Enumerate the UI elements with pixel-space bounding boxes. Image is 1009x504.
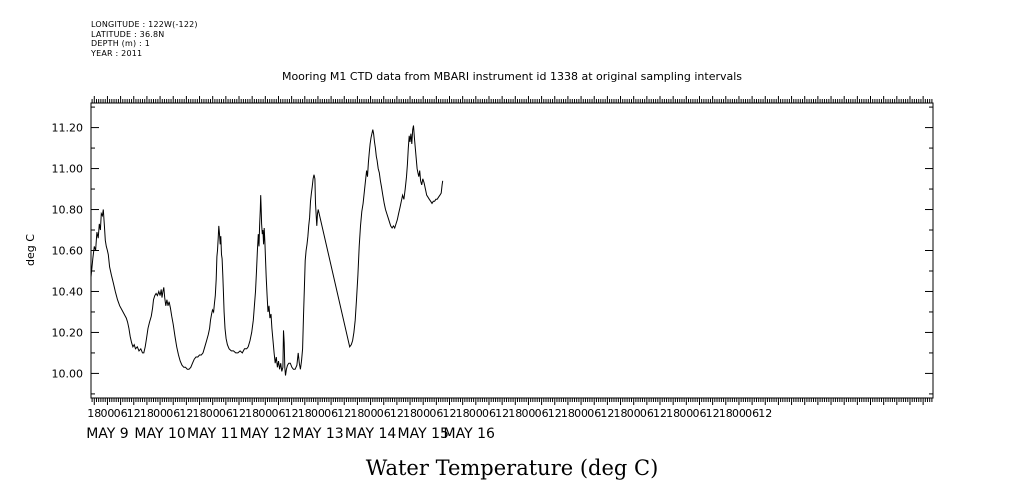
- x-hour-tick-label: 00: [206, 407, 220, 420]
- x-hour-tick-label: 06: [587, 407, 601, 420]
- x-hour-tick-label: 00: [679, 407, 693, 420]
- y-tick-label: 11.00: [52, 163, 84, 176]
- latitude-label: LATITUDE : 36.8N: [91, 29, 165, 39]
- y-tick-label: 10.00: [52, 367, 84, 380]
- x-hour-tick-label: 12: [600, 407, 614, 420]
- x-hour-tick-label: 06: [745, 407, 759, 420]
- y-tick-label: 10.40: [52, 285, 84, 298]
- x-hour-tick-label: 12: [706, 407, 720, 420]
- x-hour-tick-label: 18: [140, 407, 154, 420]
- x-day-label: MAY 10: [134, 426, 185, 442]
- tick-labels: 18 00 06 12 18 00 06 12 18 00 06 12 18 00 06 12 18 00 06 12…: [52, 122, 773, 442]
- x-hour-tick-label: 18: [298, 407, 312, 420]
- x-hour-tick-label: 00: [574, 407, 588, 420]
- depth-label: DEPTH (m) : 1: [91, 39, 150, 48]
- x-hour-tick-label: 00: [469, 407, 483, 420]
- x-hour-tick-label: 00: [364, 407, 378, 420]
- x-day-label: MAY 9: [86, 426, 128, 442]
- x-hour-tick-label: 12: [495, 407, 509, 420]
- x-hour-tick-label: 06: [271, 407, 285, 420]
- x-hour-tick-label: 00: [521, 407, 535, 420]
- x-hour-tick-label: 12: [758, 407, 772, 420]
- longitude-label: LONGITUDE : 122W(-122): [91, 20, 198, 29]
- x-hour-tick-label: 12: [179, 407, 193, 420]
- y-tick-label: 10.60: [52, 245, 84, 258]
- x-hour-tick-label: 18: [245, 407, 259, 420]
- x-hour-tick-label: 12: [548, 407, 562, 420]
- y-axis-label: deg C: [24, 234, 37, 266]
- x-hour-tick-label: 06: [692, 407, 706, 420]
- x-day-label: MAY 12: [240, 426, 291, 442]
- x-hour-tick-label: 06: [482, 407, 496, 420]
- x-hour-tick-label: 18: [666, 407, 680, 420]
- x-hour-tick-label: 18: [403, 407, 417, 420]
- y-tick-label: 10.20: [52, 326, 84, 339]
- year-label: YEAR : 2011: [91, 48, 143, 58]
- x-hour-tick-label: 18: [508, 407, 522, 420]
- x-day-label: MAY 16: [444, 426, 495, 442]
- x-hour-tick-label: 00: [153, 407, 167, 420]
- x-axis-label: Water Temperature (deg C): [366, 456, 659, 480]
- x-hour-tick-label: 06: [324, 407, 338, 420]
- x-hour-tick-label: 18: [193, 407, 207, 420]
- x-hour-tick-label: 18: [350, 407, 364, 420]
- x-hour-tick-label: 06: [377, 407, 391, 420]
- x-day-label: MAY 11: [187, 426, 238, 442]
- x-hour-tick-label: 18: [614, 407, 628, 420]
- x-hour-tick-label: 18: [87, 407, 101, 420]
- metadata-block: LONGITUDE : 122W(-122) LATITUDE : 36.8N …: [91, 20, 198, 58]
- x-hour-tick-label: 12: [390, 407, 404, 420]
- x-hour-tick-label: 12: [337, 407, 351, 420]
- x-hour-tick-label: 00: [732, 407, 746, 420]
- y-tick-label: 10.80: [52, 204, 84, 217]
- x-hour-tick-label: 18: [561, 407, 575, 420]
- x-hour-tick-label: 06: [429, 407, 443, 420]
- x-hour-tick-label: 18: [456, 407, 470, 420]
- x-hour-tick-label: 06: [114, 407, 128, 420]
- x-day-label: MAY 15: [398, 426, 449, 442]
- x-hour-tick-label: 00: [416, 407, 430, 420]
- x-day-label: MAY 14: [345, 426, 396, 442]
- x-hour-tick-label: 12: [232, 407, 246, 420]
- x-hour-tick-label: 12: [127, 407, 141, 420]
- x-hour-tick-label: 18: [719, 407, 733, 420]
- y-tick-label: 11.20: [52, 122, 84, 135]
- x-hour-tick-label: 00: [627, 407, 641, 420]
- x-hour-tick-label: 12: [285, 407, 299, 420]
- x-day-label: MAY 13: [292, 426, 343, 442]
- axis-ticks: [91, 96, 933, 405]
- x-hour-tick-label: 00: [258, 407, 272, 420]
- temperature-series-line: [90, 125, 444, 376]
- x-hour-tick-label: 00: [100, 407, 114, 420]
- chart-title: Mooring M1 CTD data from MBARI instrumen…: [282, 70, 742, 83]
- x-hour-tick-label: 06: [166, 407, 180, 420]
- x-hour-tick-label: 12: [443, 407, 457, 420]
- x-hour-tick-label: 06: [219, 407, 233, 420]
- x-hour-tick-label: 12: [653, 407, 667, 420]
- x-hour-tick-label: 00: [311, 407, 325, 420]
- x-hour-tick-label: 06: [640, 407, 654, 420]
- x-hour-tick-label: 06: [535, 407, 549, 420]
